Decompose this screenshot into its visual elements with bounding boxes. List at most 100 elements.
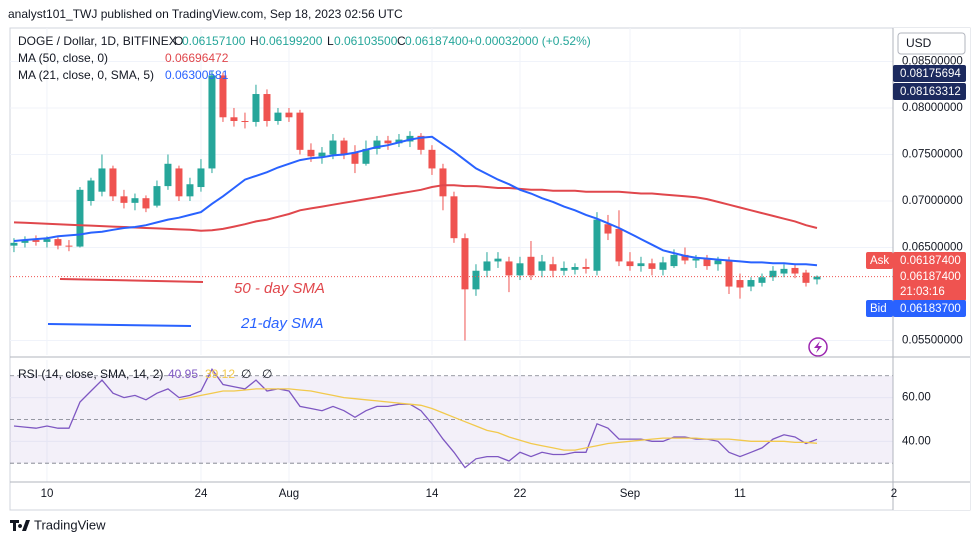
candle-body: [164, 163, 172, 187]
candle-body: [670, 254, 678, 267]
candle-body: [758, 277, 766, 283]
candle-body: [582, 267, 590, 269]
candle-body: [604, 224, 612, 234]
candle-body: [450, 196, 458, 239]
candle-body: [703, 258, 711, 267]
x-tick-label: Aug: [279, 488, 299, 500]
candle-body: [98, 168, 106, 192]
legend-value: 39.12: [205, 367, 235, 381]
price-label-box: [893, 83, 966, 100]
candle-body: [307, 149, 315, 157]
candle-body: [43, 239, 51, 242]
candle-body: [516, 263, 524, 276]
price-label-box: [893, 65, 966, 82]
candle-body: [417, 135, 425, 150]
candle-body: [120, 196, 128, 203]
series-line: [178, 388, 818, 451]
change: +0.00032000 (+0.52%): [468, 34, 591, 48]
y-tick-label: 60.00: [902, 392, 931, 404]
candle-body: [351, 152, 359, 164]
candle-body: [461, 238, 469, 290]
candle-body: [571, 267, 579, 270]
legend-value: 40.95: [168, 367, 198, 381]
price-label: 0.08175694: [900, 68, 961, 80]
annotation-line: [59, 278, 204, 283]
candle-body: [384, 140, 392, 144]
symbol-title: DOGE / Dollar, 1D, BITFINEX: [18, 34, 177, 48]
ohlc-label: C: [397, 34, 406, 48]
candle-body: [538, 261, 546, 271]
bid-tag-box: [866, 300, 893, 317]
candle-body: [263, 94, 271, 122]
x-tick-label: 14: [426, 488, 439, 500]
y-tick-label: 0.08000000: [902, 102, 963, 114]
alert-icon-bolt: [814, 341, 822, 353]
series-line: [13, 135, 818, 267]
candle-body: [65, 245, 73, 247]
candle-body: [791, 267, 799, 274]
candle-body: [615, 228, 623, 262]
y-tick-label: 40.00: [902, 435, 931, 447]
candle-body: [494, 258, 502, 262]
candle-body: [10, 242, 18, 246]
last-price-box: [893, 252, 966, 301]
candle-body: [131, 198, 139, 203]
ask-price: 0.06187400: [900, 255, 961, 267]
candle-body: [373, 140, 381, 149]
candle-body: [560, 267, 568, 271]
candle-body: [472, 270, 480, 290]
plot: [10, 70, 893, 469]
candle-body: [54, 239, 62, 246]
candle-body: [318, 152, 326, 157]
candle-body: [274, 112, 282, 122]
candle-body: [329, 140, 337, 155]
candle-body: [637, 263, 645, 267]
candle-body: [219, 75, 227, 118]
candle-body: [736, 280, 744, 288]
rsi-title: RSI (14, close, SMA, 14, 2): [18, 367, 163, 381]
legend-value: 0.06300581: [165, 68, 229, 82]
candle-body: [439, 168, 447, 197]
candle-body: [428, 149, 436, 169]
x-tick-label: 22: [514, 488, 527, 500]
candle-body: [714, 260, 722, 265]
candle-body: [153, 186, 161, 206]
legend-value: 0.06696472: [165, 51, 229, 65]
candle-body: [648, 263, 656, 269]
footer: TradingView: [34, 517, 106, 532]
candle-body: [527, 256, 535, 276]
y-tick-label: 0.06500000: [902, 242, 963, 254]
candle-body: [681, 254, 689, 261]
candle-body: [142, 198, 150, 209]
legend-extra: ∅: [241, 367, 251, 381]
candle-body: [208, 75, 216, 169]
alert-icon[interactable]: [808, 337, 828, 357]
ohlc-value: 0.06187400: [405, 34, 469, 48]
candle-body: [230, 117, 238, 122]
x-tick-label: 11: [734, 488, 746, 500]
candle-body: [175, 168, 183, 197]
series-line: [13, 367, 818, 469]
y-tick-label: 0.07000000: [902, 195, 963, 207]
legend-entry: MA (21, close, 0, SMA, 5): [18, 68, 154, 82]
currency-button[interactable]: [897, 32, 966, 55]
candle-body: [747, 280, 755, 287]
axes: 0.05500000 0.06500000 0.07000000 0.07500000…: [41, 56, 963, 501]
candle-body: [252, 94, 260, 122]
x-tick-label: 24: [195, 488, 208, 500]
ohlc-value: 0.06103500: [334, 34, 398, 48]
candle-body: [725, 260, 733, 287]
ohlc-label: L: [327, 34, 334, 48]
series-line: [13, 184, 818, 232]
candle-body: [296, 112, 304, 150]
candle-body: [626, 261, 634, 267]
header: analyst101_TWJ published on TradingView.…: [8, 7, 403, 21]
candle-body: [197, 168, 205, 188]
candle-body: [593, 219, 601, 271]
legend-extra: ∅: [262, 367, 272, 381]
candle-body: [659, 262, 667, 270]
candle-body: [76, 189, 84, 247]
y-tick-label: 0.07500000: [902, 149, 963, 161]
